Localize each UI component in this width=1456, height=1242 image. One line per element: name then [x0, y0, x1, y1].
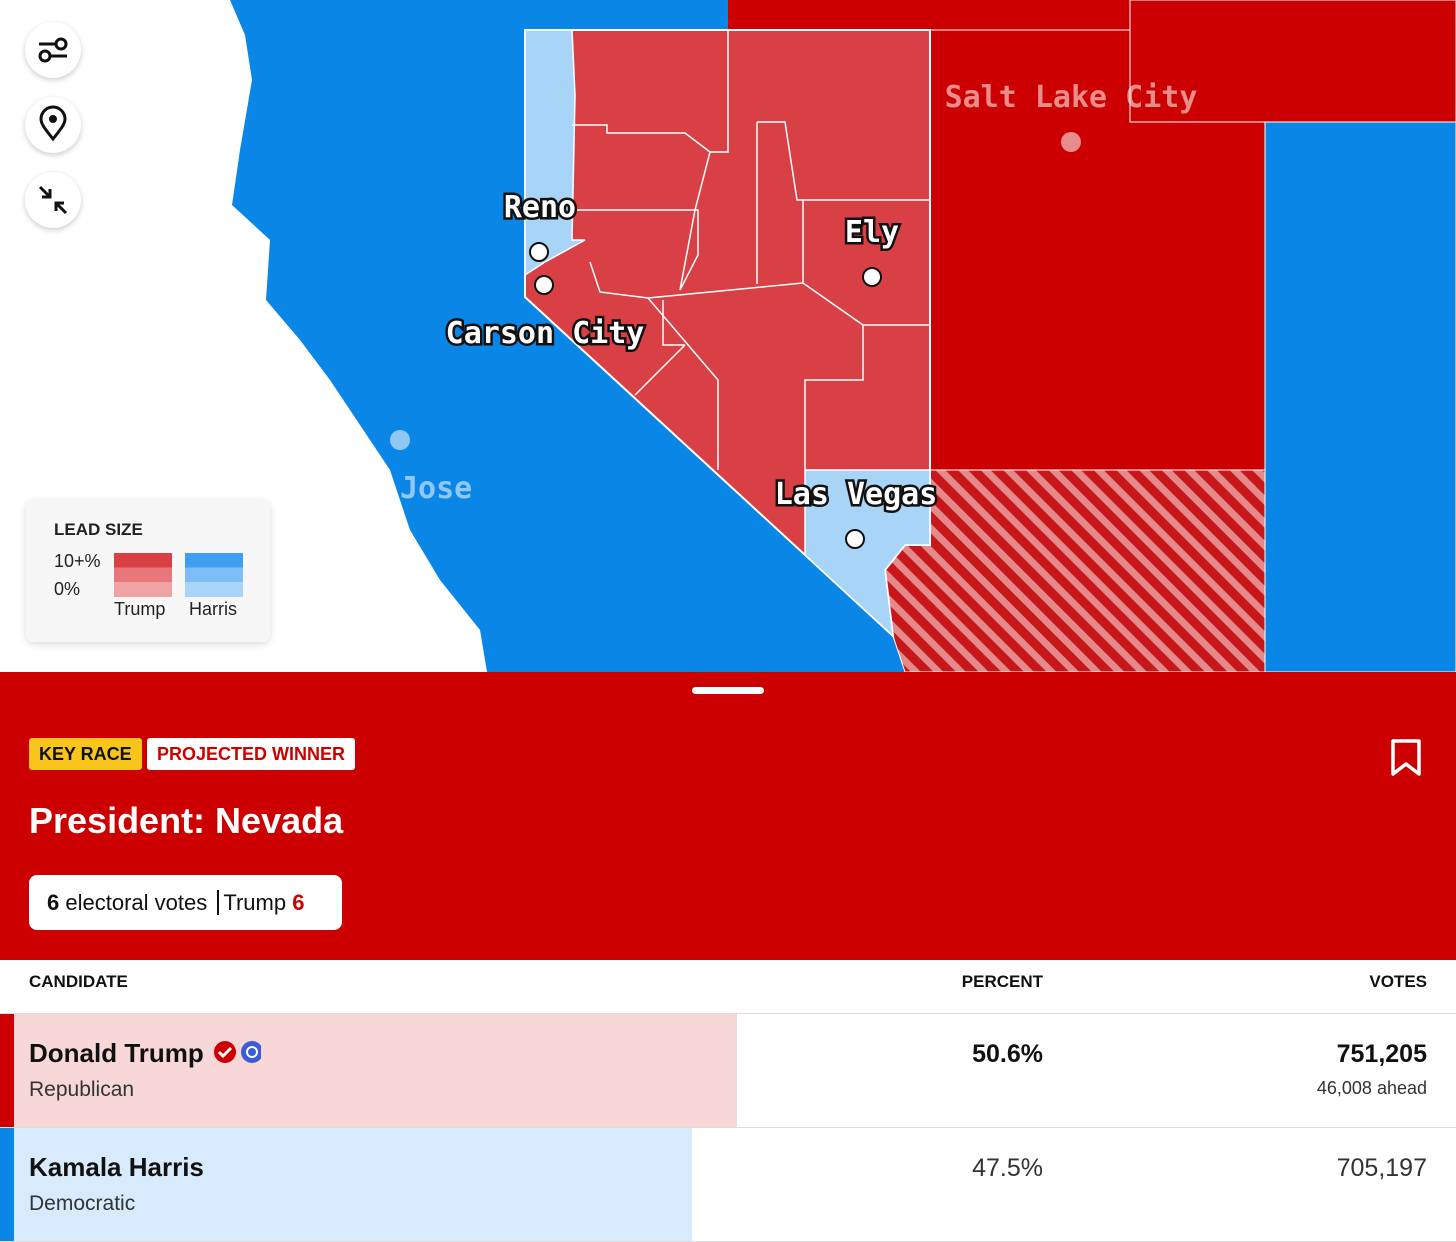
colorado	[1264, 121, 1456, 672]
legend: LEAD SIZE 10+% 0% Trump Harris	[26, 500, 270, 642]
winner-votes: 6	[292, 890, 305, 915]
drag-handle[interactable]	[692, 687, 764, 694]
candidate-row[interactable]: Donald Trump Republican 50.6% 751,205 46…	[0, 1014, 1456, 1128]
race-panel: KEY RACE PROJECTED WINNER President: Nev…	[0, 672, 1456, 960]
clark	[804, 469, 931, 638]
legend-swatch	[114, 553, 172, 597]
city-label: Carson City	[446, 316, 645, 351]
party: Democratic	[29, 1192, 136, 1215]
party: Republican	[29, 1078, 135, 1101]
city-label: Ely	[845, 215, 899, 250]
party-stripe	[0, 1014, 14, 1127]
badge: KEY RACE	[29, 738, 142, 770]
votes: 751,205	[1336, 1040, 1427, 1068]
column-header: VOTES	[1369, 972, 1427, 991]
electoral-count: 6	[47, 890, 60, 915]
city-label: Jose	[400, 471, 472, 506]
winner-name: Trump	[223, 890, 287, 915]
party-stripe	[0, 1128, 14, 1241]
wyoming	[1129, 0, 1456, 123]
candidate-row[interactable]: Kamala Harris Democratic 47.5% 705,197	[0, 1128, 1456, 1242]
candidate-name: Kamala Harris	[29, 1152, 204, 1182]
winner-icons	[214, 1041, 264, 1063]
percent: 47.5%	[972, 1154, 1043, 1182]
city-label: Salt Lake City	[945, 80, 1198, 115]
legend-label: Trump	[114, 599, 166, 619]
legend-swatch	[185, 553, 243, 597]
divider	[0, 1013, 1456, 1014]
legend-high: 10+%	[54, 551, 101, 571]
city-label: Las Vegas	[775, 477, 938, 512]
electoral-label: electoral votes	[65, 890, 208, 915]
city-dot	[845, 529, 865, 549]
location-button[interactable]	[25, 97, 81, 153]
race-title: President: Nevada	[29, 800, 344, 841]
pin-icon	[39, 105, 67, 142]
legend-label: Harris	[189, 599, 237, 619]
column-header: PERCENT	[961, 972, 1043, 991]
percent: 50.6%	[972, 1040, 1043, 1068]
badge: PROJECTED WINNER	[147, 738, 356, 770]
city-dot	[534, 275, 554, 295]
washoe	[524, 29, 586, 277]
legend-title: LEAD SIZE	[54, 520, 143, 539]
electoral-box: 6 electoral votes Trump 6	[29, 875, 342, 930]
filter-icon	[38, 37, 68, 63]
collapse-icon	[38, 185, 68, 215]
collapse-button[interactable]	[25, 172, 81, 228]
votes-ahead: 46,008 ahead	[1316, 1078, 1427, 1098]
city-dot	[390, 430, 410, 450]
county-lines	[572, 30, 930, 470]
arizona	[884, 469, 1266, 672]
legend-low: 0%	[54, 579, 81, 599]
candidate-name: Donald Trump	[29, 1038, 264, 1069]
bookmark-button[interactable]	[1388, 738, 1424, 778]
city-label: Reno	[504, 190, 576, 225]
column-header: CANDIDATE	[29, 972, 128, 991]
percent-bar	[0, 1014, 737, 1127]
percent-bar	[0, 1128, 692, 1241]
city-dot	[1061, 132, 1081, 152]
votes: 705,197	[1336, 1154, 1427, 1182]
city-dot	[862, 267, 882, 287]
filter-button[interactable]	[25, 22, 81, 78]
candidate-name: Donald Trump	[29, 1038, 204, 1068]
city-dot	[529, 242, 549, 262]
